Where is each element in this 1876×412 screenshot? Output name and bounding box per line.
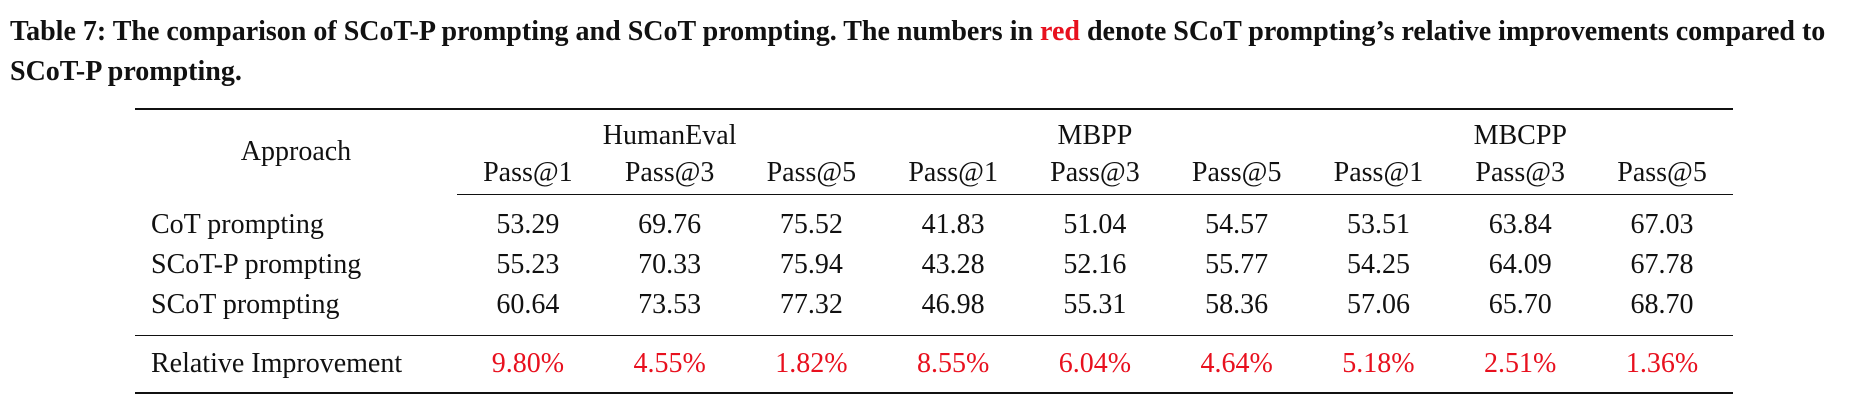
table-cell-bold: 68.70 bbox=[1591, 285, 1733, 336]
row-label: SCoT-P prompting bbox=[151, 249, 362, 280]
table-cell-bold: 65.70 bbox=[1449, 285, 1592, 336]
table-cell: 64.09 bbox=[1488, 249, 1552, 280]
metric-header: Pass@5 bbox=[1165, 152, 1308, 195]
row-label: CoT prompting bbox=[151, 208, 324, 240]
table-cell-bold: 57.06 bbox=[1307, 285, 1450, 336]
metric-header: Pass@3 bbox=[1449, 152, 1592, 195]
approach-header: Approach bbox=[135, 108, 457, 195]
header-row-groups: Approach HumanEval MBPP MBCPP bbox=[135, 108, 1733, 195]
table-cell: 52.16 bbox=[1063, 249, 1127, 280]
improvement-cell: 4.55% bbox=[598, 335, 741, 394]
metric-header: Pass@3 bbox=[598, 152, 741, 195]
table-cell: 53.29 bbox=[496, 209, 560, 240]
caption-red-word: red bbox=[1040, 16, 1080, 47]
improvement-cell: 6.04% bbox=[1024, 335, 1166, 394]
row-label: Relative Improvement bbox=[135, 335, 457, 394]
table-cell: 54.57 bbox=[1205, 209, 1269, 240]
table-cell: 51.04 bbox=[1063, 209, 1127, 240]
table-row-scot: SCoT prompting 60.64 73.53 77.32 46.98 5… bbox=[135, 285, 1733, 336]
improvement-cell: 4.64% bbox=[1165, 335, 1308, 394]
row-label: SCoT prompting bbox=[135, 285, 457, 336]
improvement-cell: 2.51% bbox=[1449, 335, 1592, 394]
table-cell: 55.23 bbox=[496, 249, 560, 280]
table-cell: 75.94 bbox=[779, 249, 843, 280]
improvement-cell: 9.80% bbox=[456, 335, 599, 394]
table-cell-bold: 77.32 bbox=[740, 285, 883, 336]
table-row-scot-p: SCoT-P prompting 55.23 70.33 75.94 43.28… bbox=[135, 245, 1733, 285]
group-header-mbpp: MBPP bbox=[882, 108, 1308, 152]
table-row-cot: CoT prompting 53.29 69.76 75.52 41.83 51… bbox=[135, 195, 1733, 246]
table-cell-bold: 73.53 bbox=[598, 285, 741, 336]
table-cell: 55.77 bbox=[1205, 249, 1269, 280]
improvement-cell: 5.18% bbox=[1307, 335, 1450, 394]
table-cell: 67.78 bbox=[1630, 249, 1694, 280]
group-header-humaneval: HumanEval bbox=[456, 108, 883, 152]
table-cell: 54.25 bbox=[1346, 249, 1410, 280]
metric-header: Pass@1 bbox=[1307, 152, 1450, 195]
table-cell: 75.52 bbox=[779, 209, 843, 240]
metric-header: Pass@5 bbox=[1591, 152, 1733, 195]
metric-header: Pass@3 bbox=[1024, 152, 1166, 195]
improvement-cell: 1.82% bbox=[740, 335, 883, 394]
table-cell: 63.84 bbox=[1488, 209, 1552, 240]
improvement-cell: 1.36% bbox=[1591, 335, 1733, 394]
caption-suffix: denote SCoT prompting’s relative improve… bbox=[10, 16, 1826, 87]
table-cell: 43.28 bbox=[921, 249, 985, 280]
table-row-relative-improvement: Relative Improvement 9.80% 4.55% 1.82% 8… bbox=[135, 335, 1733, 394]
table-caption: Table 7: The comparison of SCoT-P prompt… bbox=[10, 12, 1870, 92]
table-cell: 53.51 bbox=[1346, 209, 1410, 240]
comparison-table: Approach HumanEval MBPP MBCPP Pass@1 Pas… bbox=[135, 108, 1733, 394]
table-cell: 67.03 bbox=[1630, 209, 1694, 240]
table-cell: 41.83 bbox=[921, 209, 985, 240]
table-cell-bold: 60.64 bbox=[456, 285, 599, 336]
improvement-cell: 8.55% bbox=[882, 335, 1025, 394]
table-cell: 69.76 bbox=[638, 209, 702, 240]
table-cell: 70.33 bbox=[638, 249, 702, 280]
table-cell-bold: 46.98 bbox=[882, 285, 1025, 336]
metric-header: Pass@5 bbox=[740, 152, 883, 195]
metric-header: Pass@1 bbox=[882, 152, 1025, 195]
caption-prefix: Table 7: The comparison of SCoT-P prompt… bbox=[10, 16, 1041, 47]
metric-header: Pass@1 bbox=[456, 152, 599, 195]
table-cell-bold: 58.36 bbox=[1165, 285, 1308, 336]
table-cell-bold: 55.31 bbox=[1024, 285, 1166, 336]
header-row-metrics: Pass@1 Pass@3 Pass@5 Pass@1 Pass@3 Pass@… bbox=[135, 152, 1733, 195]
group-header-mbcpp: MBCPP bbox=[1307, 108, 1733, 152]
